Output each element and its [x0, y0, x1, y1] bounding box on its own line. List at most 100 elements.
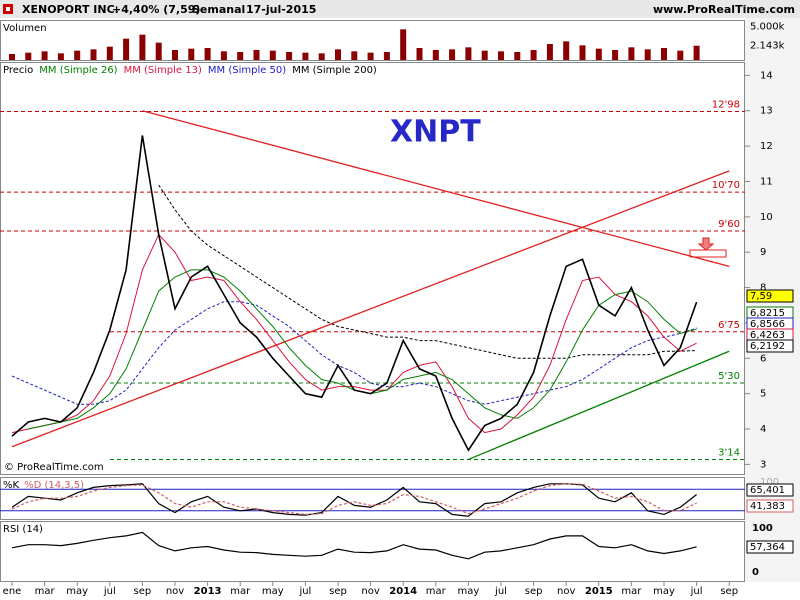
x-tick-label: mar — [230, 586, 251, 597]
value-label: 65,401 — [750, 485, 785, 496]
value-label: 41,383 — [750, 501, 785, 512]
y-tick-label: 0 — [752, 567, 759, 578]
x-tick-label: nov — [166, 586, 184, 597]
x-tick-label: may — [262, 586, 284, 597]
signal-arrow — [689, 237, 727, 258]
x-tick-label: nov — [361, 586, 379, 597]
x-tick-label: may — [66, 586, 88, 597]
x-tick-label: sep — [329, 586, 347, 597]
volume-bar — [465, 47, 472, 60]
x-tick-label: sep — [720, 586, 738, 597]
y-tick-label: 9 — [760, 247, 766, 258]
y-tick-label: 11 — [760, 176, 773, 187]
legend-entry: MM (Simple 50) — [208, 65, 286, 76]
volume-bar — [106, 46, 113, 60]
value-label: 6,4263 — [750, 330, 785, 341]
period: Semanal — [192, 3, 245, 16]
header-icon — [3, 4, 13, 14]
level-label: 3'14 — [718, 447, 740, 458]
volume-bar — [481, 50, 488, 60]
volume-bar — [530, 50, 537, 60]
volume-bar — [123, 38, 130, 60]
volume-bar — [220, 51, 227, 60]
value-box — [746, 289, 794, 303]
y-tick-label: 6 — [760, 353, 766, 364]
header-bar — [0, 0, 800, 18]
volume-bar — [612, 50, 619, 60]
volume-bar — [498, 51, 504, 60]
volume-bar — [318, 53, 325, 60]
y-tick-label: 5.000k — [750, 22, 785, 33]
volume-title: Volumen — [3, 23, 47, 34]
rsi-line — [11, 531, 697, 560]
x-tick-label: 2013 — [194, 586, 222, 597]
y-tick-label: 100 — [760, 477, 779, 488]
value-label: 6,8566 — [750, 319, 785, 330]
value-box — [746, 483, 794, 497]
volume-bar — [416, 48, 423, 60]
y-tick-label: 3 — [760, 459, 766, 470]
volume-bar — [335, 49, 341, 60]
volume-bar — [432, 50, 439, 60]
volume-bar — [677, 50, 684, 60]
level-label: 5'30 — [718, 371, 740, 382]
volume-bar — [351, 51, 358, 60]
volume-bar — [41, 51, 48, 60]
y-tick-label: 4 — [760, 424, 766, 435]
y-tick-label: 12 — [760, 141, 773, 152]
y-tick-label: 10 — [760, 212, 773, 223]
x-tick-label: jul — [298, 586, 311, 597]
value-box — [746, 540, 794, 554]
date: 17-jul-2015 — [246, 3, 316, 16]
x-tick-label: 2014 — [389, 586, 417, 597]
y-tick-label: 14 — [760, 70, 773, 81]
volume-bar — [269, 50, 276, 60]
level-label: 10'70 — [712, 180, 740, 191]
x-tick-label: may — [458, 586, 480, 597]
legend-entry: Precio — [3, 65, 33, 76]
volume-bar — [367, 52, 374, 60]
y-tick-label: 13 — [760, 106, 773, 117]
x-tick-label: sep — [134, 586, 152, 597]
panel-title: %D (14,3,5) — [24, 480, 84, 491]
volume-bar — [546, 44, 553, 60]
volume-bar — [302, 52, 309, 60]
value-label: 2.143k — [750, 41, 785, 52]
x-tick-label: nov — [557, 586, 575, 597]
y-tick-label: 8 — [760, 283, 766, 294]
volume-bar — [286, 52, 293, 60]
y-tick-label: 5 — [760, 389, 766, 400]
value-box — [746, 499, 794, 513]
volume-bar — [449, 49, 456, 60]
panel-title: %K — [3, 480, 20, 491]
volume-bar — [9, 54, 15, 60]
volume-bar — [172, 50, 178, 60]
volume-bar — [57, 53, 64, 60]
volume-bar — [400, 29, 407, 60]
moving-average — [158, 184, 697, 359]
x-tick-label: jul — [103, 586, 116, 597]
price-line — [11, 135, 698, 452]
trend-line — [468, 350, 730, 461]
legend-entry: MM (Simple 13) — [124, 65, 202, 76]
y-tick-label: 100 — [752, 523, 773, 534]
x-tick-label: mar — [35, 586, 56, 597]
volume-bar — [253, 50, 260, 60]
volume-bar — [204, 48, 211, 60]
value-label: 57,364 — [750, 542, 785, 553]
volume-bar — [188, 48, 195, 60]
rsi-title: RSI (14) — [3, 524, 43, 535]
panel-frames — [0, 20, 745, 582]
volume-bar — [644, 49, 651, 60]
legend-entry: MM (Simple 26) — [39, 65, 117, 76]
x-tick-label: jul — [494, 586, 507, 597]
value-box — [746, 339, 794, 353]
x-tick-label: may — [653, 586, 675, 597]
level-label: 12'98 — [712, 99, 740, 110]
level-label: 6'75 — [718, 320, 740, 331]
value-label: 6,8215 — [750, 308, 785, 319]
moving-average — [11, 233, 697, 434]
volume-bar — [579, 45, 586, 60]
volume-bar — [90, 49, 97, 60]
